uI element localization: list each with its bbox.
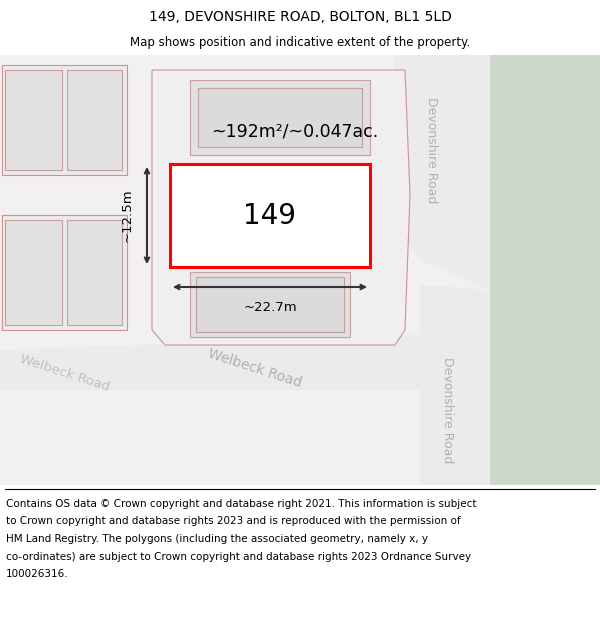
Bar — [190, 80, 370, 155]
Text: Devonshire Road: Devonshire Road — [442, 357, 455, 463]
Bar — [67, 70, 122, 170]
Text: Devonshire Road: Devonshire Road — [425, 97, 439, 203]
Text: Map shows position and indicative extent of the property.: Map shows position and indicative extent… — [130, 36, 470, 49]
Text: ~192m²/~0.047ac.: ~192m²/~0.047ac. — [211, 123, 379, 141]
Text: co-ordinates) are subject to Crown copyright and database rights 2023 Ordnance S: co-ordinates) are subject to Crown copyr… — [6, 551, 471, 561]
Bar — [170, 164, 370, 267]
Bar — [198, 88, 362, 147]
Bar — [67, 220, 122, 325]
Text: 149: 149 — [244, 201, 296, 229]
Bar — [5, 70, 62, 170]
Bar — [196, 277, 344, 332]
Text: Welbeck Road: Welbeck Road — [19, 352, 112, 394]
Text: 100026316.: 100026316. — [6, 569, 68, 579]
Bar — [190, 272, 350, 337]
Polygon shape — [390, 55, 490, 290]
Bar — [490, 55, 600, 485]
Text: Welbeck Road: Welbeck Road — [206, 346, 304, 390]
Text: 149, DEVONSHIRE ROAD, BOLTON, BL1 5LD: 149, DEVONSHIRE ROAD, BOLTON, BL1 5LD — [149, 10, 451, 24]
Text: ~12.5m: ~12.5m — [121, 189, 134, 242]
Bar — [5, 220, 62, 325]
Bar — [2, 215, 127, 330]
Polygon shape — [420, 285, 490, 485]
Bar — [2, 65, 127, 175]
Text: Contains OS data © Crown copyright and database right 2021. This information is : Contains OS data © Crown copyright and d… — [6, 499, 476, 509]
Text: ~22.7m: ~22.7m — [243, 301, 297, 314]
Polygon shape — [152, 70, 410, 345]
Text: to Crown copyright and database rights 2023 and is reproduced with the permissio: to Crown copyright and database rights 2… — [6, 516, 461, 526]
Text: HM Land Registry. The polygons (including the associated geometry, namely x, y: HM Land Registry. The polygons (includin… — [6, 534, 428, 544]
Polygon shape — [0, 335, 445, 390]
